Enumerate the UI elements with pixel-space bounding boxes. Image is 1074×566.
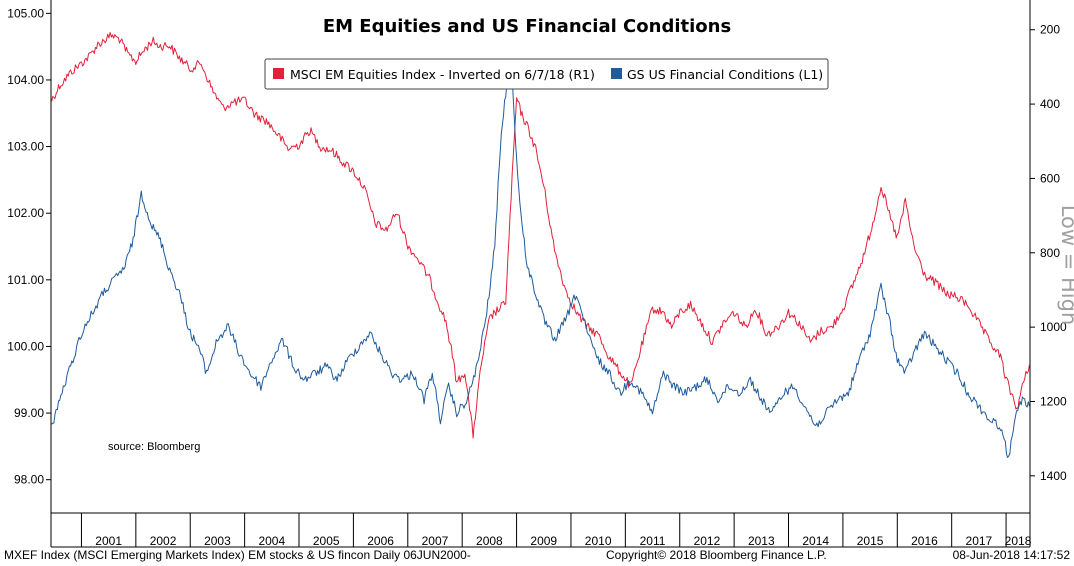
right-tick-label: 1400 — [1040, 469, 1067, 483]
series-line-gs-fci — [51, 63, 1030, 458]
x-tick-label: 2001 — [95, 534, 122, 548]
series-line-msci-inverted — [51, 32, 1030, 439]
source-note: source: Bloomberg — [108, 441, 200, 453]
x-tick-label: 2011 — [640, 534, 666, 548]
left-tick-label: 99.00 — [14, 406, 44, 420]
right-tick-label: 200 — [1040, 23, 1060, 37]
right-tick-label: 600 — [1040, 171, 1060, 185]
footer-timestamp: 08-Jun-2018 14:17:52 — [952, 548, 1070, 562]
legend-label-gs-fci: GS US Financial Conditions (L1) — [627, 67, 823, 82]
x-tick-label: 2006 — [367, 534, 394, 548]
x-axis-ticks: 2001 2002 2003 2004 2005 2006 2007 2008 2009 2010… — [80, 513, 1032, 548]
right-axis-annotation: Low = High — [1057, 205, 1074, 326]
footer-series-info: MXEF Index (MSCI Emerging Markets Index)… — [4, 548, 471, 562]
right-tick-label: 800 — [1040, 246, 1060, 260]
legend-swatch-msci — [273, 68, 284, 79]
right-tick-label: 1000 — [1040, 320, 1067, 334]
series-layer — [51, 32, 1030, 458]
right-axis-ticks: 200 400 600 800 1000 1200 1400 — [1030, 23, 1067, 483]
x-tick-label: 2018 — [1005, 534, 1032, 548]
legend-box — [264, 58, 829, 90]
x-tick-label: 2014 — [802, 534, 829, 548]
legend: MSCI EM Equities Index - Inverted on 6/7… — [264, 58, 829, 90]
x-tick-label: 2004 — [258, 534, 285, 548]
x-tick-label: 2015 — [857, 534, 884, 548]
x-tick-label: 2017 — [966, 534, 993, 548]
legend-label-msci: MSCI EM Equities Index - Inverted on 6/7… — [290, 67, 595, 82]
x-tick-label: 2010 — [585, 534, 612, 548]
left-tick-label: 98.00 — [14, 473, 44, 487]
x-tick-label: 2005 — [313, 534, 340, 548]
x-tick-label: 2002 — [150, 534, 177, 548]
legend-swatch-gs-fci — [611, 68, 622, 79]
footer-copyright: Copyright© 2018 Bloomberg Finance L.P. — [606, 548, 827, 562]
right-tick-label: 400 — [1040, 97, 1060, 111]
left-tick-label: 102.00 — [7, 206, 44, 220]
x-tick-label: 2013 — [748, 534, 775, 548]
x-tick-label: 2007 — [422, 534, 449, 548]
x-tick-label: 2012 — [694, 534, 721, 548]
right-tick-label: 1200 — [1040, 394, 1067, 408]
left-tick-label: 104.00 — [7, 73, 44, 87]
left-tick-label: 103.00 — [7, 140, 44, 154]
left-axis-ticks: 98.00 99.00 100.00 101.00 102.00 103.00 104.00… — [7, 6, 51, 487]
chart-canvas: 98.00 99.00 100.00 101.00 102.00 103.00 104.00… — [7, 0, 1074, 548]
chart-title: EM Equities and US Financial Conditions — [323, 16, 731, 37]
x-tick-label: 2003 — [204, 534, 231, 548]
x-tick-label: 2016 — [911, 534, 938, 548]
x-tick-label: 2009 — [530, 534, 557, 548]
left-tick-label: 100.00 — [7, 339, 44, 353]
left-tick-label: 105.00 — [7, 6, 44, 20]
x-tick-label: 2008 — [476, 534, 503, 548]
left-tick-label: 101.00 — [7, 273, 44, 287]
